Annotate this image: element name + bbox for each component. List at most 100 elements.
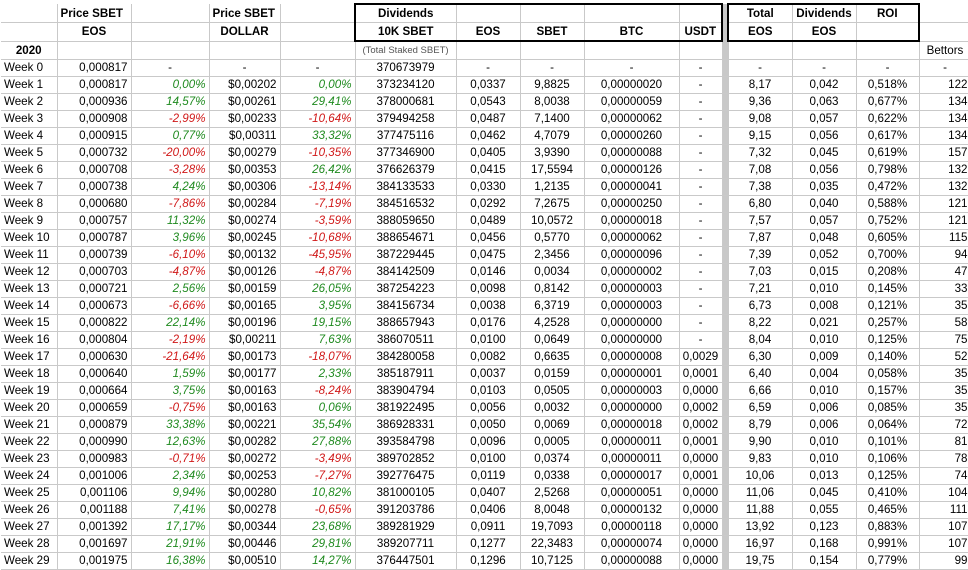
cell-bettors[interactable]: 35 bbox=[919, 382, 968, 400]
cell-div-sbet[interactable]: 10,7125 bbox=[520, 552, 585, 570]
cell-blank[interactable] bbox=[131, 41, 210, 60]
cell-change-eos[interactable]: - bbox=[131, 59, 210, 77]
cell-div-eos[interactable]: 0,0337 bbox=[456, 76, 521, 94]
cell-total-eos[interactable]: 9,83 bbox=[728, 450, 793, 468]
header-year[interactable]: 2020 bbox=[1, 41, 58, 60]
cell-total-eos[interactable]: 7,03 bbox=[728, 263, 793, 281]
cell-blank[interactable] bbox=[280, 4, 356, 23]
cell-roi[interactable]: 0,157% bbox=[856, 382, 920, 400]
header-col-eos[interactable]: EOS bbox=[456, 22, 521, 42]
cell-div-btc[interactable]: 0,00000088 bbox=[584, 144, 680, 162]
cell-dividends-eos[interactable]: 0,010 bbox=[792, 331, 857, 349]
cell-price-eos[interactable]: 0,000936 bbox=[57, 93, 132, 111]
cell-div-sbet[interactable]: 0,0034 bbox=[520, 263, 585, 281]
cell-div-eos[interactable]: 0,0406 bbox=[456, 501, 521, 519]
cell-div-eos[interactable]: 0,0475 bbox=[456, 246, 521, 264]
cell-change-usd[interactable]: - bbox=[280, 59, 356, 77]
cell-div-sbet[interactable]: - bbox=[520, 59, 585, 77]
cell-div-btc[interactable]: 0,00000002 bbox=[584, 263, 680, 281]
cell-blank[interactable] bbox=[679, 41, 723, 60]
cell-div-btc[interactable]: 0,00000096 bbox=[584, 246, 680, 264]
cell-blank[interactable] bbox=[1, 22, 58, 42]
cell-price-usd[interactable]: $0,00280 bbox=[209, 484, 281, 502]
cell-div-usdt[interactable]: - bbox=[679, 76, 723, 94]
cell-div-eos[interactable]: 0,0462 bbox=[456, 127, 521, 145]
cell-price-eos[interactable]: 0,000787 bbox=[57, 229, 132, 247]
cell-div-usdt[interactable]: - bbox=[679, 314, 723, 332]
cell-price-eos[interactable]: 0,000817 bbox=[57, 76, 132, 94]
cell-change-usd[interactable]: -13,14% bbox=[280, 178, 356, 196]
cell-change-usd[interactable]: -18,07% bbox=[280, 348, 356, 366]
cell-div-sbet[interactable]: 7,1400 bbox=[520, 110, 585, 128]
cell-dividends-eos[interactable]: 0,057 bbox=[792, 110, 857, 128]
header-dollar-unit[interactable]: DOLLAR bbox=[209, 22, 281, 42]
cell-div-sbet[interactable]: 8,0048 bbox=[520, 501, 585, 519]
header-total-eos[interactable]: EOS bbox=[727, 22, 793, 42]
cell-dividends-eos[interactable]: 0,006 bbox=[792, 416, 857, 434]
header-eos-unit[interactable]: EOS bbox=[57, 22, 132, 42]
cell-total-eos[interactable]: 16,97 bbox=[728, 535, 793, 553]
cell-div-sbet[interactable]: 0,0005 bbox=[520, 433, 585, 451]
cell-div-eos[interactable]: 0,0543 bbox=[456, 93, 521, 111]
cell-total-staked[interactable]: 385187911 bbox=[355, 365, 457, 383]
cell-total-staked[interactable]: 377475116 bbox=[355, 127, 457, 145]
cell-div-eos[interactable]: 0,0096 bbox=[456, 433, 521, 451]
cell-bettors[interactable]: 75 bbox=[919, 331, 968, 349]
cell-total-staked[interactable]: 387254223 bbox=[355, 280, 457, 298]
cell-price-usd[interactable]: $0,00446 bbox=[209, 535, 281, 553]
cell-div-sbet[interactable]: 0,0649 bbox=[520, 331, 585, 349]
cell-div-btc[interactable]: 0,00000059 bbox=[584, 93, 680, 111]
cell-div-btc[interactable]: 0,00000018 bbox=[584, 212, 680, 230]
cell-week[interactable]: Week 18 bbox=[1, 365, 58, 383]
cell-bettors[interactable]: 81 bbox=[919, 433, 968, 451]
cell-div-btc[interactable]: 0,00000041 bbox=[584, 178, 680, 196]
cell-div-btc[interactable]: 0,00000132 bbox=[584, 501, 680, 519]
cell-total-eos[interactable]: 7,32 bbox=[728, 144, 793, 162]
cell-blank[interactable] bbox=[520, 41, 585, 60]
cell-change-eos[interactable]: -0,75% bbox=[131, 399, 210, 417]
cell-div-usdt[interactable]: 0,0002 bbox=[679, 416, 723, 434]
cell-change-usd[interactable]: 35,54% bbox=[280, 416, 356, 434]
cell-div-sbet[interactable]: 4,7079 bbox=[520, 127, 585, 145]
cell-change-eos[interactable]: 1,59% bbox=[131, 365, 210, 383]
cell-blank[interactable] bbox=[856, 41, 920, 60]
cell-change-usd[interactable]: 14,27% bbox=[280, 552, 356, 570]
cell-bettors[interactable]: 35 bbox=[919, 365, 968, 383]
cell-change-eos[interactable]: 14,57% bbox=[131, 93, 210, 111]
cell-change-eos[interactable]: -21,64% bbox=[131, 348, 210, 366]
cell-price-usd[interactable]: $0,00253 bbox=[209, 467, 281, 485]
cell-div-usdt[interactable]: 0,0001 bbox=[679, 467, 723, 485]
cell-week[interactable]: Week 6 bbox=[1, 161, 58, 179]
cell-dividends-eos[interactable]: 0,123 bbox=[792, 518, 857, 536]
cell-total-eos[interactable]: 8,22 bbox=[728, 314, 793, 332]
cell-total-staked[interactable]: 384280058 bbox=[355, 348, 457, 366]
cell-total-eos[interactable]: 7,87 bbox=[728, 229, 793, 247]
cell-bettors[interactable]: 99 bbox=[919, 552, 968, 570]
cell-price-eos[interactable]: 0,000908 bbox=[57, 110, 132, 128]
cell-blank[interactable] bbox=[728, 41, 793, 60]
cell-change-usd[interactable]: 2,33% bbox=[280, 365, 356, 383]
cell-dividends-eos[interactable]: 0,040 bbox=[792, 195, 857, 213]
cell-div-usdt[interactable]: - bbox=[679, 297, 723, 315]
cell-price-usd[interactable]: $0,00132 bbox=[209, 246, 281, 264]
cell-total-staked[interactable]: 379494258 bbox=[355, 110, 457, 128]
cell-price-eos[interactable]: 0,000732 bbox=[57, 144, 132, 162]
cell-roi[interactable]: 0,991% bbox=[856, 535, 920, 553]
cell-div-sbet[interactable]: 7,2675 bbox=[520, 195, 585, 213]
cell-bettors[interactable]: 94 bbox=[919, 246, 968, 264]
cell-bettors[interactable]: 134 bbox=[919, 127, 968, 145]
cell-roi[interactable]: 0,121% bbox=[856, 297, 920, 315]
cell-price-usd[interactable]: $0,00306 bbox=[209, 178, 281, 196]
cell-dividends-eos[interactable]: 0,048 bbox=[792, 229, 857, 247]
cell-div-btc[interactable]: 0,00000003 bbox=[584, 382, 680, 400]
cell-change-eos[interactable]: 0,77% bbox=[131, 127, 210, 145]
cell-week[interactable]: Week 20 bbox=[1, 399, 58, 417]
cell-price-eos[interactable]: 0,000630 bbox=[57, 348, 132, 366]
cell-div-sbet[interactable]: 1,2135 bbox=[520, 178, 585, 196]
cell-price-usd[interactable]: $0,00282 bbox=[209, 433, 281, 451]
header-col-usdt[interactable]: USDT bbox=[679, 22, 723, 42]
cell-price-usd[interactable]: $0,00311 bbox=[209, 127, 281, 145]
cell-dividends-eos[interactable]: 0,052 bbox=[792, 246, 857, 264]
cell-price-eos[interactable]: 0,000640 bbox=[57, 365, 132, 383]
cell-total-eos[interactable]: 7,38 bbox=[728, 178, 793, 196]
